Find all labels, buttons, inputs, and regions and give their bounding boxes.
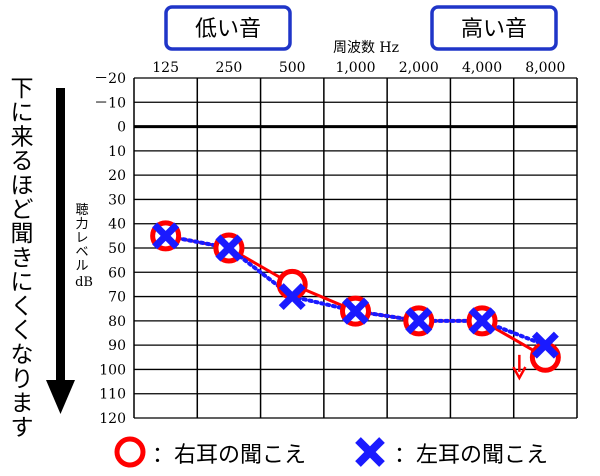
y-tick-label: 70 (108, 290, 126, 306)
left-ear-point (152, 222, 180, 250)
y-tick-label: －10 (94, 95, 126, 111)
y-tick-label: 90 (108, 338, 126, 354)
y-tick-label: 20 (108, 168, 126, 184)
y-tick-label: 60 (108, 265, 126, 281)
x-tick-label: 125 (152, 60, 179, 76)
svg-text:聴: 聴 (75, 203, 88, 218)
svg-text:く: く (11, 294, 34, 320)
y-tick-label: 10 (108, 144, 126, 160)
left-ear-point (278, 283, 306, 311)
svg-text:dB: dB (75, 275, 93, 290)
scale-out-arrow (512, 354, 527, 381)
y-tick-label: －20 (94, 71, 126, 87)
svg-text:に: に (11, 100, 34, 126)
grid (133, 77, 578, 419)
svg-text:ど: ど (11, 197, 34, 223)
legend-cross-icon (355, 437, 385, 467)
svg-text:り: り (11, 366, 34, 392)
legend-right-ear: ：右耳の聞こえ (114, 436, 306, 468)
y-tick-label: 40 (108, 217, 126, 233)
y-tick-label: 120 (99, 411, 126, 427)
legend: ：右耳の聞こえ ：左耳の聞こえ (114, 436, 548, 468)
x-tick-label: 250 (216, 60, 243, 76)
svg-text:来: 来 (11, 124, 34, 150)
svg-text:ベ: ベ (75, 245, 88, 260)
legend-right-ear-label: ：右耳の聞こえ (152, 443, 306, 468)
left-ear-point (215, 234, 243, 262)
high-pitch-label-box: 高い音 (430, 5, 558, 51)
left-ear-point (468, 307, 496, 335)
y-tick-labels: －20 －10 0 10 20 30 40 50 60 70 80 90 100 110 120 (94, 71, 126, 427)
series-layer (150, 220, 561, 381)
y-tick-label: 80 (108, 314, 126, 330)
down-arrow (46, 88, 75, 414)
svg-text:き: き (11, 245, 34, 271)
x-tick-label: 500 (279, 60, 306, 76)
svg-text:る: る (11, 149, 34, 175)
y-tick-label: 30 (108, 192, 126, 208)
low-pitch-label-box: 低い音 (164, 5, 292, 51)
svg-text:ま: ま (11, 391, 34, 417)
x-tick-label: 8,000 (525, 60, 565, 76)
x-axis-title: 周波数 Hz (333, 40, 399, 56)
x-tick-label: 2,000 (399, 60, 439, 76)
svg-text:ル: ル (75, 259, 88, 274)
left-ear-point (342, 297, 369, 325)
svg-text:レ: レ (75, 231, 88, 246)
svg-text:力: 力 (75, 217, 88, 232)
svg-text:な: な (11, 342, 34, 368)
legend-circle-icon (114, 436, 146, 468)
svg-text:下: 下 (11, 76, 34, 102)
svg-text:く: く (11, 318, 34, 344)
y-tick-label: 50 (108, 241, 126, 257)
svg-text:ほ: ほ (11, 173, 34, 199)
x-tick-label: 1,000 (335, 60, 375, 76)
y-tick-label: 110 (99, 387, 126, 403)
x-tick-labels: 125 250 500 1,000 2,000 4,000 8,000 (152, 60, 565, 76)
high-pitch-label: 高い音 (461, 17, 527, 42)
left-ear-point (405, 307, 433, 335)
svg-text:聞: 聞 (11, 221, 34, 247)
y-tick-label: 100 (99, 362, 126, 378)
y-tick-label: 0 (117, 120, 126, 136)
left-ear-point (531, 331, 559, 359)
low-pitch-label: 低い音 (195, 17, 261, 42)
legend-left-ear-label: ：左耳の聞こえ (394, 443, 548, 468)
svg-text:す: す (11, 415, 34, 441)
legend-left-ear: ：左耳の聞こえ (355, 437, 548, 468)
svg-text:に: に (11, 270, 34, 296)
x-tick-label: 4,000 (462, 60, 502, 76)
